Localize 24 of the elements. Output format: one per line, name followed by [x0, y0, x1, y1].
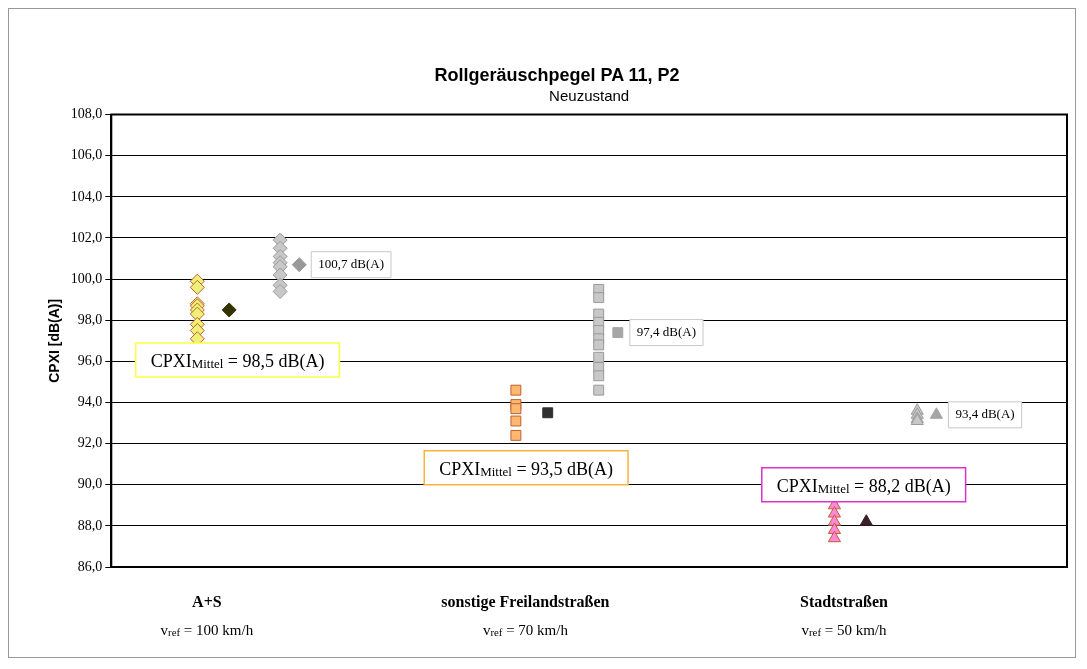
- y-tick-label: 94,0: [77, 394, 103, 410]
- data-label: 100,7 dB(A): [318, 256, 384, 272]
- y-tick-label: 98,0: [77, 311, 103, 327]
- y-tick-label: 106,0: [70, 147, 103, 163]
- y-tick-label: 102,0: [70, 229, 103, 245]
- y-tick-label: 86,0: [77, 558, 103, 574]
- y-tick-label: 104,0: [70, 188, 103, 204]
- y-tick-label: 100,0: [70, 270, 103, 286]
- y-tick-label: 96,0: [77, 353, 103, 369]
- x-tick-label: sonstige Freilandstraßen vref = 70 km/h: [441, 593, 610, 638]
- x-tick-label: Stadtstraßen vref = 50 km/h: [800, 593, 889, 638]
- annotation: CPXIMittel = 93,5 dB(A): [439, 458, 614, 480]
- y-tick-label: 88,0: [77, 517, 103, 533]
- y-tick-label: 92,0: [77, 435, 103, 451]
- annotation: CPXIMittel = 88,2 dB(A): [776, 475, 951, 497]
- y-tick-label: 108,0: [70, 106, 103, 122]
- category-label: A+S vref = 100 km/h: [160, 593, 254, 638]
- chart-subtitle: Neuzustand: [549, 87, 630, 104]
- data-label: 93,4 dB(A): [955, 406, 1015, 422]
- y-tick-label: 90,0: [77, 476, 103, 492]
- y-axis-title: CPXI [dB(A)]: [46, 298, 63, 383]
- data-label: 97,4 dB(A): [636, 324, 697, 339]
- chart-title: Rollgeräuschpegel PA 11, P2: [434, 64, 680, 85]
- annotation: CPXIMittel = 98,5 dB(A): [150, 350, 325, 372]
